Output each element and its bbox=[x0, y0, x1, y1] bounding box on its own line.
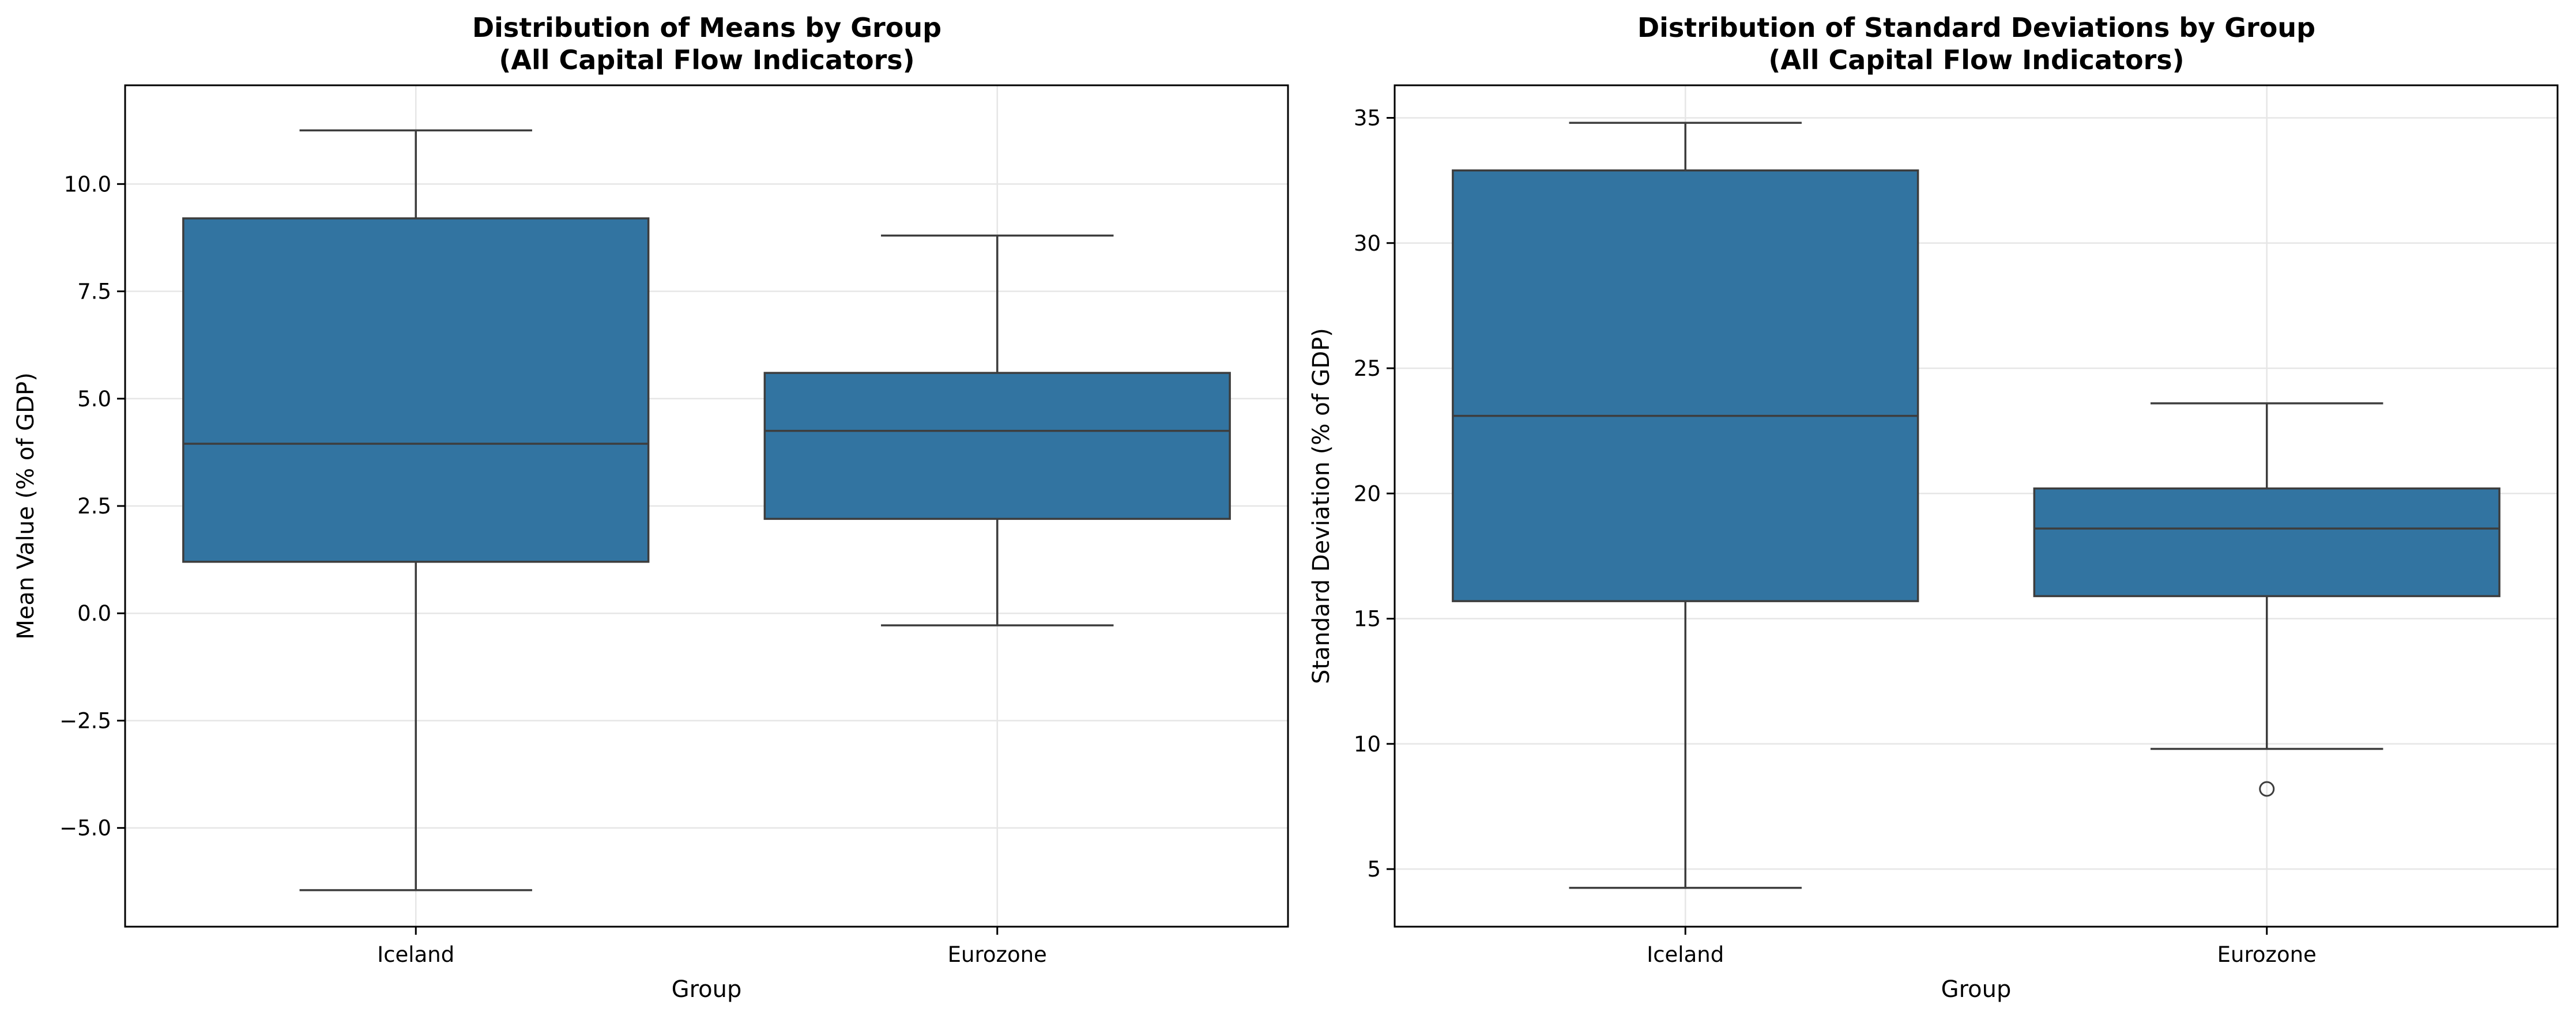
y-tick-label: 5.0 bbox=[77, 387, 111, 411]
plot-frame bbox=[1394, 84, 2559, 928]
y-axis-label: Mean Value (% of GDP) bbox=[13, 372, 39, 639]
y-tick-label: 20 bbox=[1354, 481, 1381, 506]
y-tick-label: 2.5 bbox=[77, 494, 111, 519]
y-tick-label: 15 bbox=[1354, 607, 1381, 632]
y-tick-label: 25 bbox=[1354, 356, 1381, 381]
chart-title-line: Distribution of Standard Deviations by G… bbox=[1637, 12, 2315, 43]
box-eurozone bbox=[763, 234, 1231, 626]
x-axis-label: Group bbox=[672, 976, 742, 1003]
x-tick-label: Eurozone bbox=[948, 942, 1047, 967]
means-boxplot-panel: −5.0 −2.5 0.0 2.5 5.0 7.5 10.0 Iceland Eurozone G… bbox=[13, 12, 1289, 1003]
box-iceland bbox=[182, 129, 650, 892]
box-eurozone bbox=[2033, 402, 2500, 797]
interquartile-box bbox=[1452, 169, 1919, 602]
y-tick-label: 35 bbox=[1354, 105, 1381, 130]
interquartile-box bbox=[763, 372, 1231, 520]
interquartile-box bbox=[2033, 487, 2500, 598]
chart-title-line: (All Capital Flow Indicators) bbox=[1768, 44, 2184, 75]
chart-title-line: (All Capital Flow Indicators) bbox=[499, 44, 914, 75]
x-axis-label: Group bbox=[1941, 976, 2012, 1003]
y-tick-label: 0.0 bbox=[77, 601, 111, 626]
y-axis-label: Standard Deviation (% of GDP) bbox=[1308, 328, 1335, 684]
x-tick-label: Iceland bbox=[1647, 942, 1724, 967]
y-tick-label: −5.0 bbox=[59, 816, 111, 841]
y-tick-label: 5 bbox=[1367, 857, 1381, 882]
interquartile-box bbox=[182, 217, 650, 563]
chart-title-line: Distribution of Means by Group bbox=[472, 12, 941, 43]
y-tick-label: 10.0 bbox=[64, 172, 111, 197]
x-tick-label: Iceland bbox=[377, 942, 454, 967]
outlier-point bbox=[2259, 781, 2275, 797]
x-tick-label: Eurozone bbox=[2217, 942, 2317, 967]
y-tick-label: 30 bbox=[1354, 231, 1381, 256]
box-iceland bbox=[1452, 122, 1919, 889]
y-tick-label: −2.5 bbox=[59, 708, 111, 733]
std-dev-boxplot-panel: 5 10 15 20 25 30 35 Iceland Eurozone Group Standar… bbox=[1308, 12, 2559, 1003]
y-tick-label: 10 bbox=[1354, 732, 1381, 757]
y-tick-label: 7.5 bbox=[77, 280, 111, 304]
